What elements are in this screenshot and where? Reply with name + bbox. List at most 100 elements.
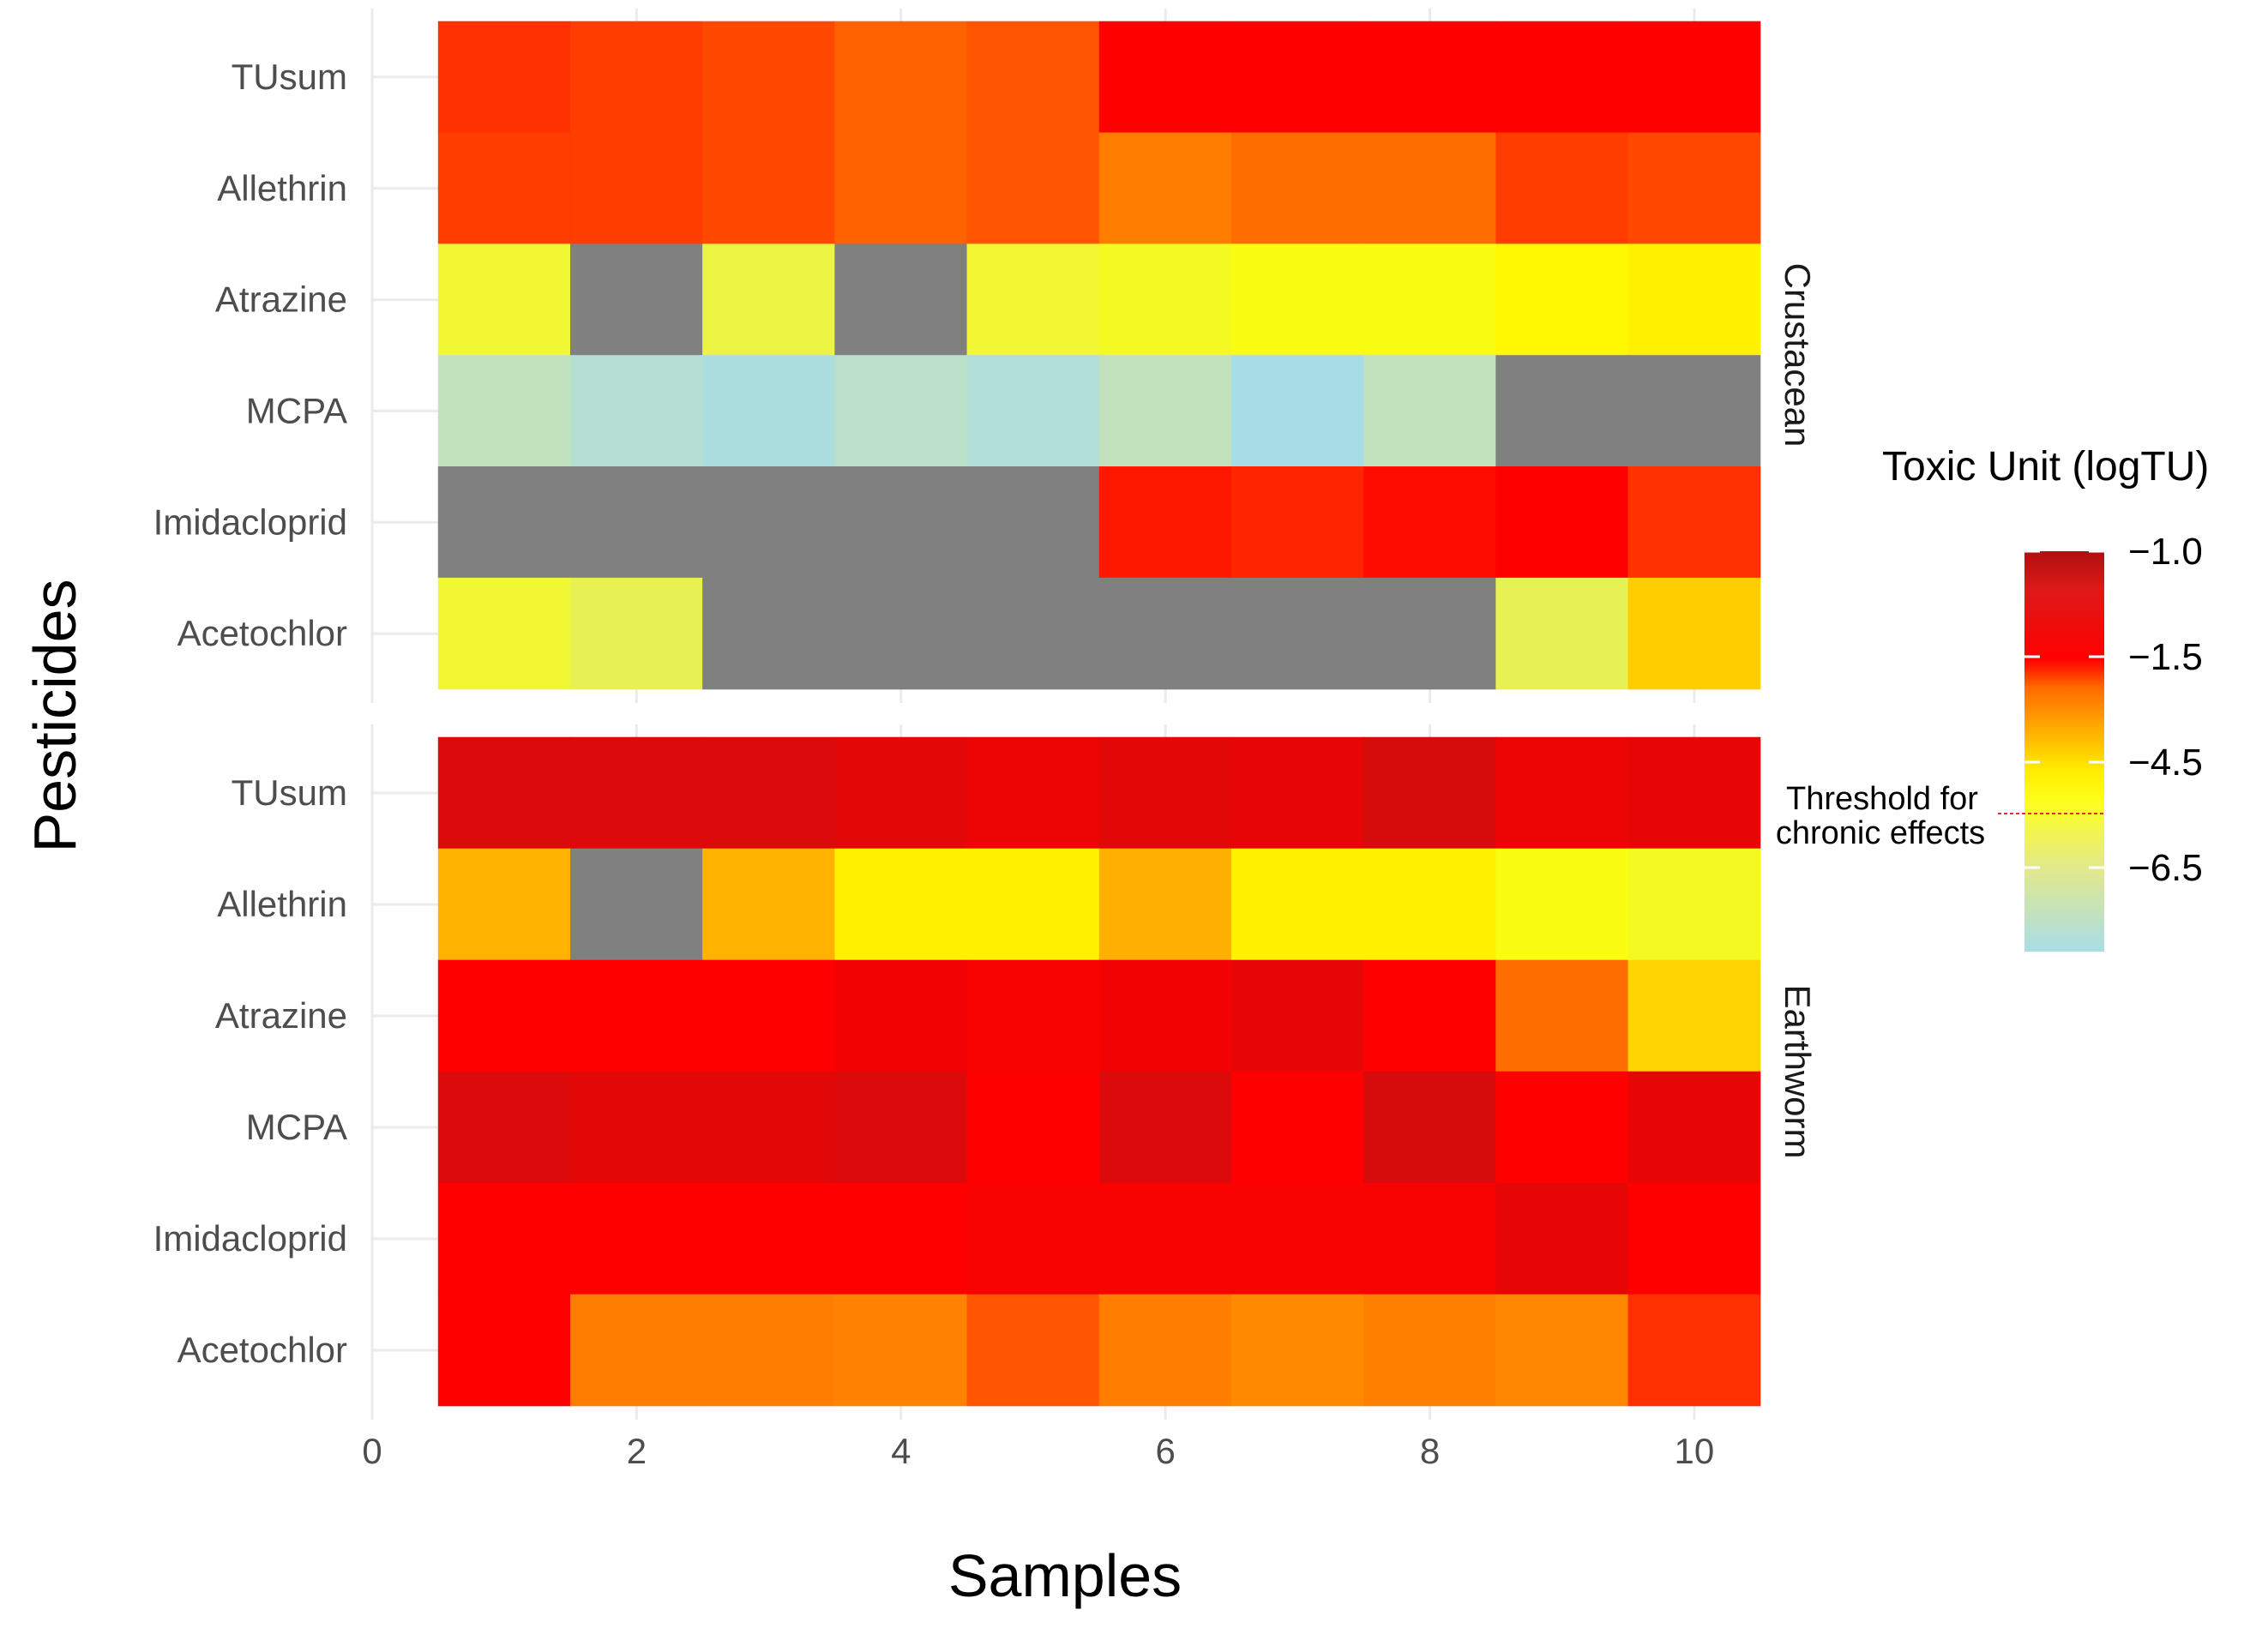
heatmap-cell — [437, 1294, 571, 1407]
y-tick-label: Allethrin — [217, 884, 347, 924]
heatmap-cell — [1627, 355, 1761, 467]
heatmap-cell — [1098, 243, 1232, 356]
heatmap-cell — [1230, 132, 1364, 244]
legend-tick-label: −1.0 — [2128, 531, 2203, 573]
heatmap-cell — [1098, 1294, 1232, 1407]
heatmap-cell — [1363, 959, 1496, 1072]
heatmap-cell — [1627, 1071, 1761, 1184]
heatmap-cell — [569, 736, 703, 850]
y-tick-label: Atrazine — [215, 279, 347, 320]
heatmap-cell — [437, 132, 571, 244]
heatmap-cell — [966, 243, 1100, 356]
heatmap-cell — [437, 21, 571, 134]
heatmap-cell — [702, 848, 835, 961]
heatmap-cell — [1627, 466, 1761, 579]
legend-tick-label: −6.5 — [2128, 847, 2203, 889]
heatmap-cell — [569, 466, 703, 579]
heatmap-cell — [1230, 736, 1364, 850]
x-tick-label: 0 — [362, 1431, 382, 1471]
x-tick-label: 10 — [1675, 1431, 1715, 1471]
heatmap-cell — [1627, 132, 1761, 244]
y-axis-labels: TUsum Allethrin Atrazine MCPA Imidacloprid Ac… — [153, 57, 347, 1370]
heatmap-cell — [1098, 21, 1232, 134]
heatmap-cell — [1098, 355, 1232, 467]
heatmap-cell — [1098, 132, 1232, 244]
heatmap-cell — [966, 355, 1100, 467]
heatmap-cell — [702, 577, 835, 690]
legend-colorbar — [2024, 551, 2104, 952]
heatmap-cell — [966, 577, 1100, 690]
x-tick-label: 8 — [1420, 1431, 1440, 1471]
heatmap-cell — [569, 1071, 703, 1184]
y-tick-label: Acetochlor — [177, 613, 347, 653]
legend-tick-label: −4.5 — [2128, 742, 2203, 784]
heatmap-cell — [702, 1182, 835, 1295]
heatmap-cells — [437, 21, 1761, 1407]
strip-label-earthworm: Earthworm — [1778, 984, 1818, 1158]
heatmap-cell — [966, 848, 1100, 961]
threshold-label-line1: Threshold for — [1786, 781, 1978, 817]
heatmap-cell — [569, 132, 703, 244]
heatmap-cell — [1495, 132, 1629, 244]
heatmap-cell — [834, 959, 968, 1072]
heatmap-cell — [1495, 736, 1629, 850]
heatmap-cell — [569, 1182, 703, 1295]
heatmap-cell — [834, 1294, 968, 1407]
heatmap-cell — [569, 355, 703, 467]
x-axis-labels: 0 2 4 6 8 10 — [362, 1431, 1714, 1471]
heatmap-cell — [1495, 355, 1629, 467]
heatmap-cell — [437, 1182, 571, 1295]
legend: Toxic Unit (logTU) −1.0 −1.5 −4.5 −6.5 Thre… — [1776, 444, 2209, 952]
heatmap-cell — [834, 243, 968, 356]
heatmap-cell — [1363, 1294, 1496, 1407]
heatmap-cell — [1495, 1182, 1629, 1295]
heatmap-cell — [569, 577, 703, 690]
heatmap-cell — [1230, 959, 1364, 1072]
heatmap-cell — [1627, 848, 1761, 961]
heatmap-cell — [1627, 959, 1761, 1072]
heatmap-cell — [437, 243, 571, 356]
heatmap-cell — [1363, 1071, 1496, 1184]
heatmap-cell — [1363, 243, 1496, 356]
x-tick-label: 4 — [891, 1431, 911, 1471]
heatmap-cell — [834, 736, 968, 850]
heatmap-cell — [1627, 1294, 1761, 1407]
heatmap-cell — [966, 132, 1100, 244]
heatmap-cell — [1363, 1182, 1496, 1295]
heatmap-cell — [1098, 959, 1232, 1072]
heatmap-cell — [1363, 466, 1496, 579]
heatmap-cell — [437, 355, 571, 467]
heatmap-cell — [966, 1294, 1100, 1407]
heatmap-cell — [702, 959, 835, 1072]
heatmap-cell — [702, 736, 835, 850]
heatmap-cell — [1363, 577, 1496, 690]
threshold-label-line2: chronic effects — [1776, 815, 1985, 851]
heatmap-cell — [1627, 736, 1761, 850]
heatmap-cell — [569, 243, 703, 356]
heatmap-cell — [1230, 21, 1364, 134]
heatmap-cell — [702, 132, 835, 244]
heatmap-cell — [1627, 21, 1761, 134]
heatmap-cell — [1495, 21, 1629, 134]
heatmap-cell — [834, 355, 968, 467]
heatmap-cell — [1495, 466, 1629, 579]
y-tick-label: TUsum — [232, 772, 347, 813]
x-axis-title: Samples — [948, 1542, 1182, 1609]
x-tick-label: 6 — [1155, 1431, 1175, 1471]
y-tick-label: Imidacloprid — [153, 502, 347, 542]
heatmap-cell — [834, 577, 968, 690]
y-tick-label: Atrazine — [215, 995, 347, 1036]
legend-tick-label: −1.5 — [2128, 636, 2203, 678]
heatmap-cell — [1363, 736, 1496, 850]
heatmap-cell — [437, 577, 571, 690]
heatmap-cell — [1230, 1182, 1364, 1295]
y-tick-label: Imidacloprid — [153, 1218, 347, 1259]
heatmap-cell — [702, 466, 835, 579]
y-tick-label: TUsum — [232, 57, 347, 97]
heatmap-cell — [1363, 21, 1496, 134]
heatmap-cell — [1495, 1071, 1629, 1184]
heatmap-cell — [1363, 132, 1496, 244]
heatmap-cell — [569, 1294, 703, 1407]
heatmap-cell — [702, 355, 835, 467]
heatmap-cell — [1627, 243, 1761, 356]
